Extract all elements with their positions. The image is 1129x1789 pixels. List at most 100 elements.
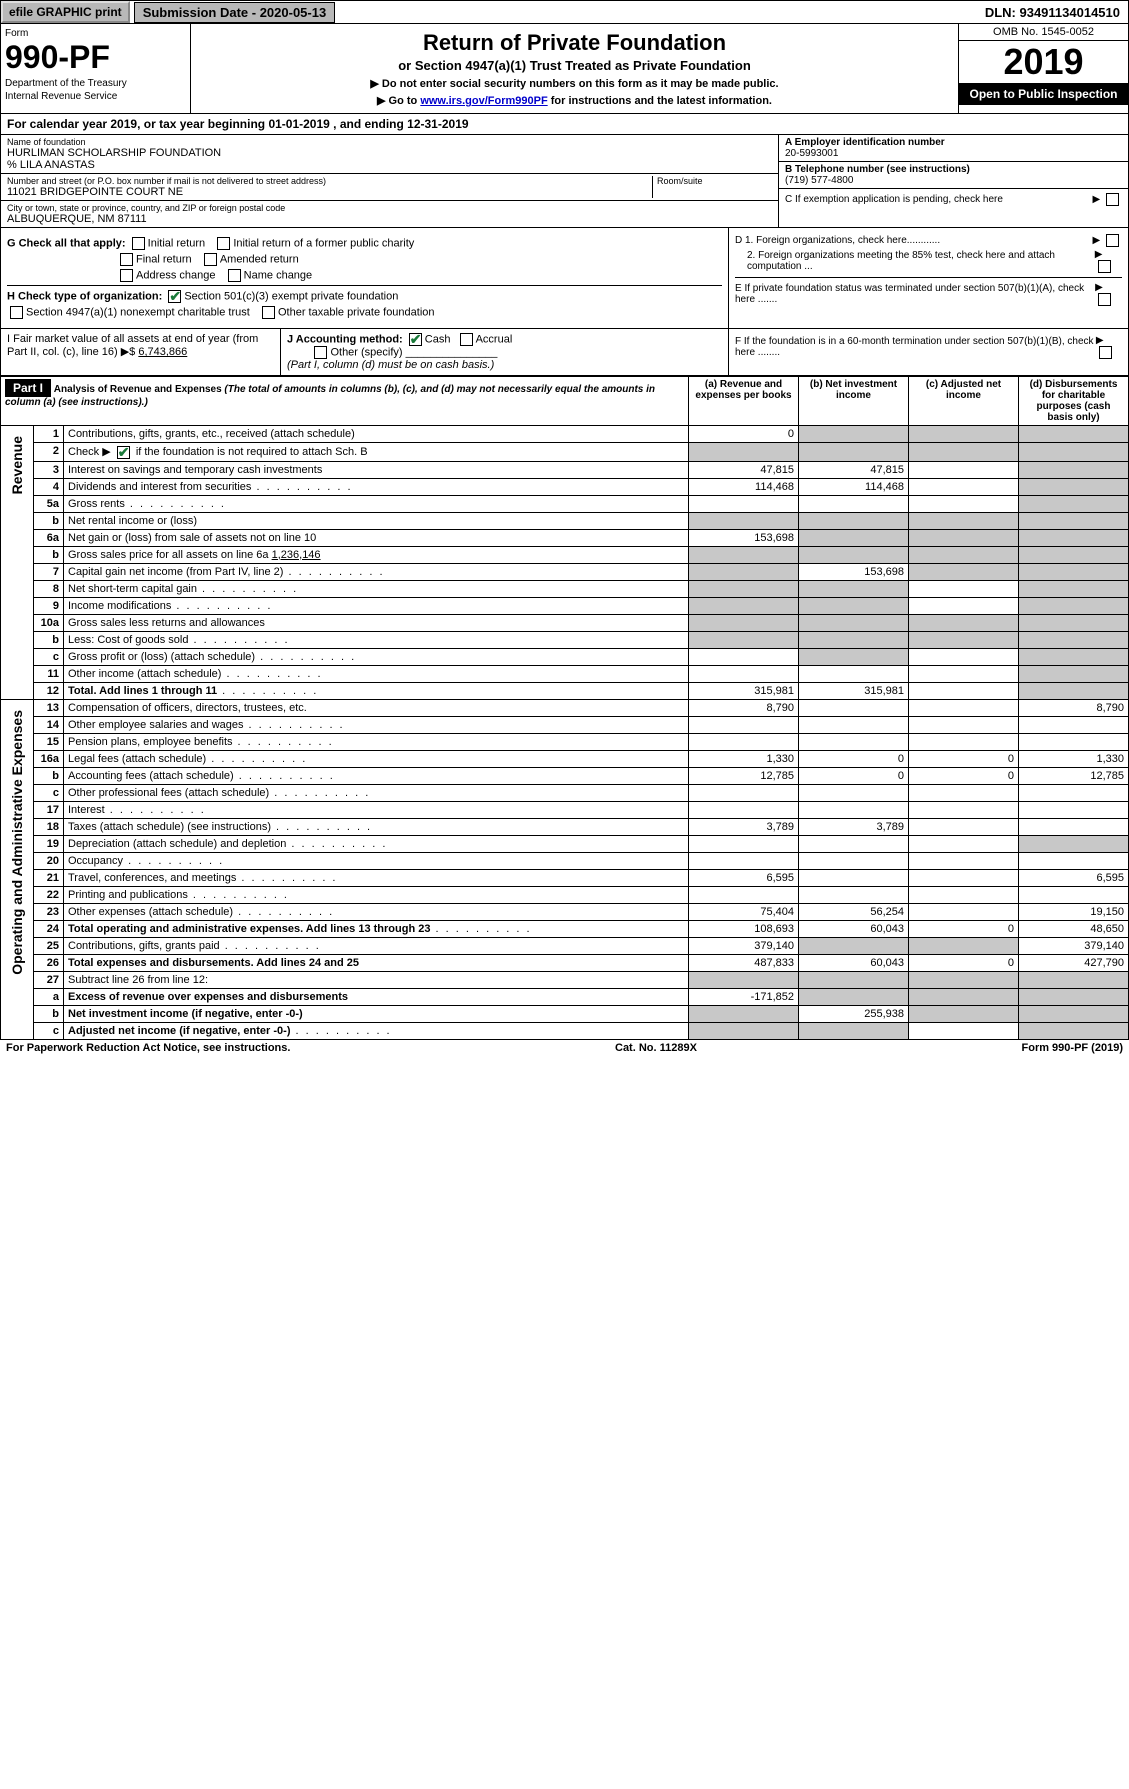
r16a-desc: Legal fees (attach schedule) [64,750,689,767]
r27b-b: 255,938 [799,1005,909,1022]
r27b-d: Net investment income (if negative, ente… [68,1008,303,1020]
row-5a: 5aGross rents [1,495,1129,512]
r24-desc: Total operating and administrative expen… [64,920,689,937]
r13-a: 8,790 [689,699,799,716]
form-number: 990-PF [5,39,186,76]
row-12: 12Total. Add lines 1 through 11315,98131… [1,682,1129,699]
sch-b-checkbox[interactable] [117,446,130,459]
r16b-num: b [34,767,64,784]
exemption-cell: C If exemption application is pending, c… [779,189,1128,210]
j1: Cash [425,333,451,345]
initial-former-checkbox[interactable] [217,237,230,250]
f-checkbox[interactable] [1099,346,1112,359]
row-10a: 10aGross sales less returns and allowanc… [1,614,1129,631]
r16a-a: 1,330 [689,750,799,767]
j3: Other (specify) [330,346,402,358]
final-return-checkbox[interactable] [120,253,133,266]
other-method-checkbox[interactable] [314,346,327,359]
r24-a: 108,693 [689,920,799,937]
r23-desc: Other expenses (attach schedule) [64,903,689,920]
4947a1-checkbox[interactable] [10,306,23,319]
d1-checkbox[interactable] [1106,234,1119,247]
dept-treasury: Department of the Treasury [5,78,186,89]
exemption-checkbox[interactable] [1106,193,1119,206]
r25-desc: Contributions, gifts, grants paid [64,937,689,954]
col-a-header: (a) Revenue and expenses per books [689,377,799,426]
r27b-desc: Net investment income (if negative, ente… [64,1005,689,1022]
r16a-num: 16a [34,750,64,767]
other-taxable-checkbox[interactable] [262,306,275,319]
checks-section: G Check all that apply: Initial return I… [0,228,1129,329]
501c3-checkbox[interactable] [168,290,181,303]
row-22: 22Printing and publications [1,886,1129,903]
h-label: H Check type of organization: [7,290,162,302]
accrual-checkbox[interactable] [460,333,473,346]
r10a-num: 10a [34,614,64,631]
r12-d: Total. Add lines 1 through 11 [68,685,217,697]
r16b-c: 0 [909,767,1019,784]
info-right: A Employer identification number 20-5993… [778,135,1128,227]
footer-cat: Cat. No. 11289X [615,1042,697,1054]
part1-table: Part I Analysis of Revenue and Expenses … [0,376,1129,1040]
phone-label: B Telephone number (see instructions) [785,164,1122,175]
street-address: 11021 BRIDGEPOINTE COURT NE [7,186,652,198]
j2: Accrual [476,333,513,345]
cash-checkbox[interactable] [409,333,422,346]
d2-checkbox[interactable] [1098,260,1111,273]
r13-d: 8,790 [1019,699,1129,716]
r7-num: 7 [34,563,64,580]
ein-label: A Employer identification number [785,137,1122,148]
r10c-num: c [34,648,64,665]
row-27a: aExcess of revenue over expenses and dis… [1,988,1129,1005]
r3-d [1019,461,1129,478]
e-label: E If private foundation status was termi… [735,283,1095,305]
r26-d: Total expenses and disbursements. Add li… [68,957,359,969]
row-10c: cGross profit or (loss) (attach schedule… [1,648,1129,665]
r21-d: 6,595 [1019,869,1129,886]
note-link-line: ▶ Go to www.irs.gov/Form990PF for instru… [197,94,952,107]
r2-d2: if the foundation is not required to att… [133,446,368,458]
r24-dd: 48,650 [1019,920,1129,937]
r19-num: 19 [34,835,64,852]
efile-print-button[interactable]: efile GRAPHIC print [1,1,130,23]
d1-row: D 1. Foreign organizations, check here..… [735,234,1122,247]
amended-return-checkbox[interactable] [204,253,217,266]
g3: Final return [136,253,192,265]
e-row: E If private foundation status was termi… [735,277,1122,306]
name-label: Name of foundation [7,137,772,147]
addr-label: Number and street (or P.O. box number if… [7,176,652,186]
r16c-num: c [34,784,64,801]
g5: Address change [136,269,216,281]
col-d-header: (d) Disbursements for charitable purpose… [1019,377,1129,426]
r18-a: 3,789 [689,818,799,835]
initial-return-checkbox[interactable] [132,237,145,250]
footer-right: Form 990-PF (2019) [1022,1042,1123,1054]
r27a-d: Excess of revenue over expenses and disb… [68,991,348,1003]
header-left: Form 990-PF Department of the Treasury I… [1,24,191,113]
city-state-zip: ALBUQUERQUE, NM 87111 [7,213,772,225]
footer: For Paperwork Reduction Act Notice, see … [0,1040,1129,1056]
note-ssn: ▶ Do not enter social security numbers o… [197,77,952,90]
r18-num: 18 [34,818,64,835]
row-9: 9Income modifications [1,597,1129,614]
revenue-side-label: Revenue [5,428,29,502]
r1-c [909,426,1019,443]
g6: Name change [244,269,313,281]
r12-num: 12 [34,682,64,699]
r16a-d: 1,330 [1019,750,1129,767]
i-label: I Fair market value of all assets at end… [7,333,258,358]
address-cell: Number and street (or P.O. box number if… [1,174,778,201]
row-16a: 16aLegal fees (attach schedule)1,330001,… [1,750,1129,767]
e-checkbox[interactable] [1098,293,1111,306]
r4-a: 114,468 [689,478,799,495]
lower-checks: I Fair market value of all assets at end… [0,329,1129,376]
r9-desc: Income modifications [64,597,689,614]
irs-link[interactable]: www.irs.gov/Form990PF [420,95,547,107]
r1-num: 1 [34,426,64,443]
address-change-checkbox[interactable] [120,269,133,282]
r6a-desc: Net gain or (loss) from sale of assets n… [64,529,689,546]
i-cell: I Fair market value of all assets at end… [1,329,281,375]
r27a-desc: Excess of revenue over expenses and disb… [64,988,689,1005]
r9-num: 9 [34,597,64,614]
name-change-checkbox[interactable] [228,269,241,282]
